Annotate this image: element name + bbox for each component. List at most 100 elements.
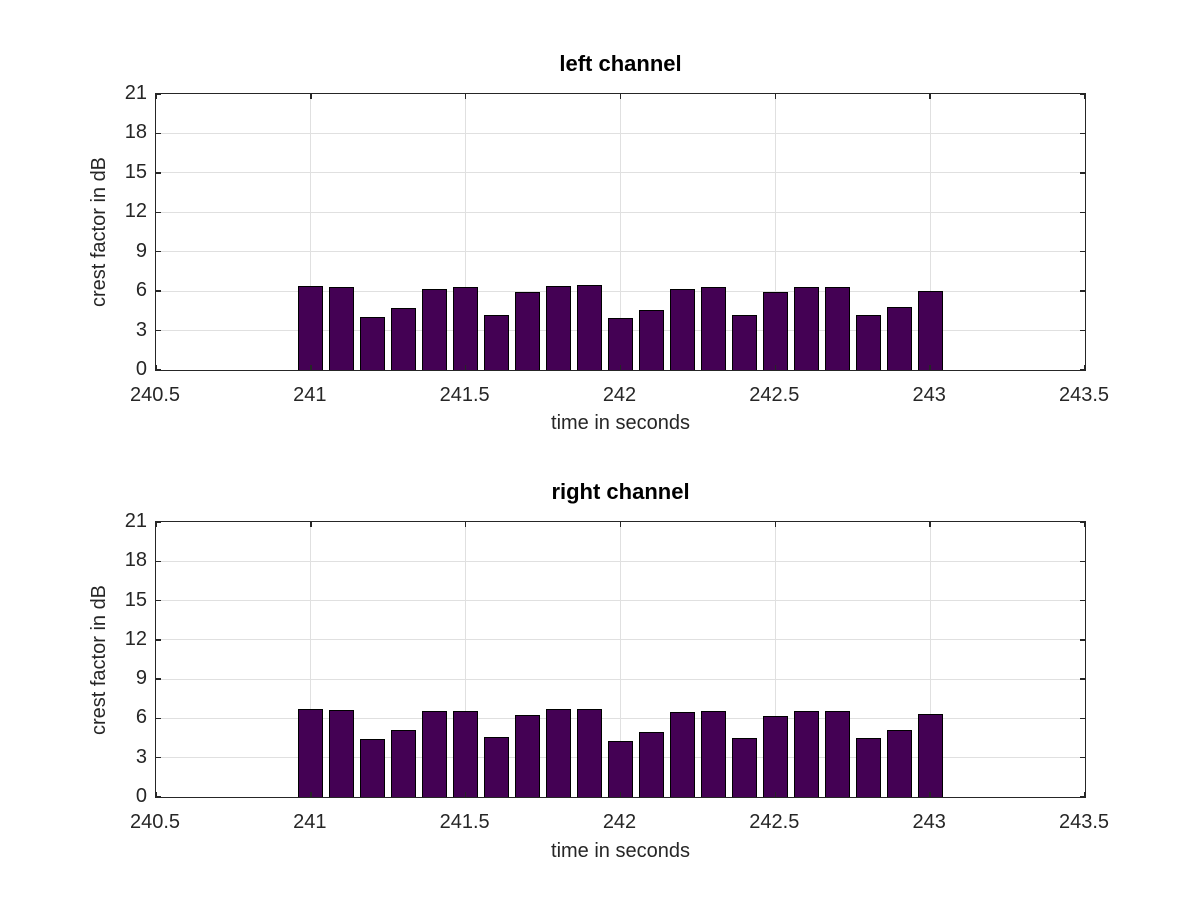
x-tick-mark xyxy=(929,792,931,797)
bar xyxy=(855,738,881,797)
gridline-x xyxy=(310,94,312,370)
bar xyxy=(484,314,509,370)
y-tick-mark xyxy=(1080,172,1085,174)
x-tick-label: 241.5 xyxy=(439,384,490,406)
x-tick-label: 241.5 xyxy=(439,811,490,833)
y-tick-mark xyxy=(1080,329,1085,332)
gridline-x xyxy=(774,94,776,370)
x-tick-label: 241 xyxy=(293,384,327,406)
x-tick-mark xyxy=(619,792,622,797)
y-tick-mark xyxy=(1080,560,1085,563)
chart-title: right channel xyxy=(551,479,690,504)
y-tick-mark xyxy=(156,172,161,174)
bar xyxy=(701,287,726,370)
x-tick-mark xyxy=(155,365,157,370)
x-tick-label: 243 xyxy=(912,384,946,406)
gridline-x xyxy=(465,522,467,797)
chart-title: left channel xyxy=(559,51,682,76)
x-tick-mark xyxy=(774,365,777,370)
gridline-y xyxy=(156,639,1085,641)
y-tick-label: 18 xyxy=(124,121,147,144)
y-tick-label: 0 xyxy=(135,785,147,807)
gridline-y xyxy=(156,132,1085,134)
x-tick-label: 242.5 xyxy=(749,811,800,833)
x-tick-label: 243.5 xyxy=(1058,384,1110,406)
bar xyxy=(886,730,912,797)
gridline-y xyxy=(156,290,1085,292)
y-tick-mark xyxy=(156,717,161,720)
gridline-x xyxy=(774,522,776,797)
gridline-y xyxy=(156,251,1085,253)
x-tick-mark xyxy=(464,365,467,370)
x-tick-mark xyxy=(155,94,157,99)
y-tick-label: 12 xyxy=(124,627,147,650)
bar xyxy=(546,709,571,797)
gridline-y xyxy=(156,211,1085,213)
y-tick-mark xyxy=(1080,211,1085,214)
y-tick-mark xyxy=(1080,639,1085,641)
x-tick-mark xyxy=(1084,94,1086,99)
bar xyxy=(639,732,664,797)
y-tick-label: 18 xyxy=(124,549,147,572)
gridline-y xyxy=(156,172,1085,174)
bar xyxy=(917,290,943,370)
bar xyxy=(608,318,633,370)
x-tick-mark xyxy=(619,94,622,99)
x-tick-mark xyxy=(929,94,931,99)
x-axis-label: time in seconds xyxy=(551,840,690,862)
x-tick-mark xyxy=(155,522,157,527)
bar xyxy=(793,710,819,797)
y-tick-label: 6 xyxy=(135,279,147,302)
bar xyxy=(886,306,912,370)
x-tick-label: 242 xyxy=(602,384,637,406)
x-tick-mark xyxy=(1084,365,1086,370)
bar xyxy=(731,315,757,370)
plot-area xyxy=(155,521,1086,798)
y-tick-mark xyxy=(1080,678,1085,680)
bar xyxy=(546,285,571,370)
bar xyxy=(422,288,448,370)
x-axis-label: time in seconds xyxy=(551,412,690,434)
bar xyxy=(793,286,819,370)
gridline-x xyxy=(929,522,931,797)
x-tick-mark xyxy=(774,94,777,99)
y-tick-mark xyxy=(156,521,161,523)
x-tick-mark xyxy=(929,522,931,527)
y-tick-mark xyxy=(1080,290,1085,292)
y-tick-label: 0 xyxy=(135,358,147,380)
bar xyxy=(391,307,417,370)
x-tick-mark xyxy=(774,792,777,797)
bar xyxy=(360,738,386,797)
bar xyxy=(824,286,850,370)
x-tick-mark xyxy=(774,522,777,527)
y-tick-mark xyxy=(1080,93,1085,95)
x-tick-mark xyxy=(619,365,622,370)
bar xyxy=(762,292,788,370)
y-tick-mark xyxy=(156,678,161,680)
y-tick-label: 15 xyxy=(124,160,147,183)
y-tick-label: 3 xyxy=(135,745,147,768)
y-tick-label: 21 xyxy=(124,82,147,104)
x-tick-labels: 240.5 241 241.5 242 242.5 243 243.5 xyxy=(130,811,1109,835)
bar xyxy=(855,315,881,370)
bar xyxy=(701,710,726,797)
y-tick-mark xyxy=(156,796,161,798)
x-tick-label: 240.5 xyxy=(129,811,181,833)
y-tick-mark xyxy=(1080,717,1085,720)
y-tick-label: 9 xyxy=(135,667,147,690)
y-tick-label: 15 xyxy=(124,588,147,611)
bar xyxy=(329,709,355,797)
bar xyxy=(360,316,386,370)
y-tick-mark xyxy=(156,560,161,563)
y-tick-label: 6 xyxy=(135,706,147,729)
y-tick-labels: 0 3 6 9 12 15 18 21 xyxy=(95,510,147,807)
x-tick-mark xyxy=(464,94,467,99)
bar xyxy=(453,710,479,797)
y-tick-labels: 0 3 6 9 12 15 18 21 xyxy=(95,82,147,380)
x-tick-mark xyxy=(464,792,467,797)
x-tick-label: 243.5 xyxy=(1058,811,1110,833)
bar xyxy=(731,738,757,797)
gridline-y xyxy=(156,678,1085,680)
x-tick-label: 242 xyxy=(602,811,637,833)
